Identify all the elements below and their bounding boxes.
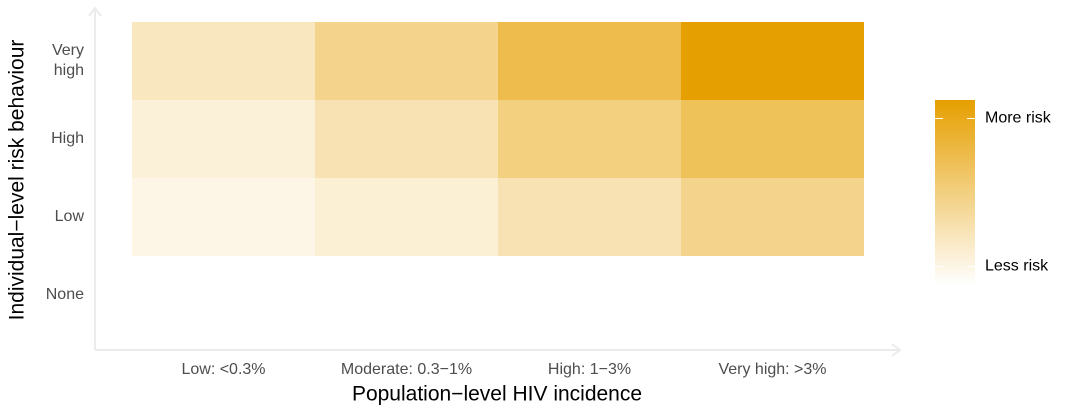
heatmap-cell	[681, 178, 864, 256]
legend-label: Less risk	[985, 258, 1049, 275]
colorbar	[935, 100, 975, 285]
y-tick-label: Very	[52, 42, 84, 59]
x-tick-label: Low: <0.3%	[181, 361, 265, 378]
legend-label: More risk	[985, 110, 1052, 127]
heatmap-cell	[681, 100, 864, 178]
y-tick-label: Low	[55, 208, 85, 225]
heatmap-cell	[315, 22, 498, 100]
y-axis	[88, 6, 102, 350]
heatmap-cell	[498, 178, 681, 256]
heatmap-cell	[681, 22, 864, 100]
heatmap-cell	[132, 22, 315, 100]
heatmap-cell	[315, 178, 498, 256]
x-axis-title: Population−level HIV incidence	[352, 383, 642, 406]
x-tick-label: High: 1−3%	[548, 361, 631, 378]
x-axis	[95, 343, 902, 357]
y-axis-title: Individual−level risk behaviour	[6, 40, 29, 321]
heatmap-cell	[132, 100, 315, 178]
heatmap-cell	[498, 22, 681, 100]
heatmap-cell	[132, 178, 315, 256]
heatmap-cell	[498, 100, 681, 178]
y-tick-label: None	[46, 286, 84, 303]
y-tick-label: High	[51, 130, 84, 147]
heatmap-cell	[315, 100, 498, 178]
y-tick-label: high	[54, 62, 84, 79]
x-tick-label: Very high: >3%	[718, 361, 826, 378]
x-tick-label: Moderate: 0.3−1%	[341, 361, 472, 378]
